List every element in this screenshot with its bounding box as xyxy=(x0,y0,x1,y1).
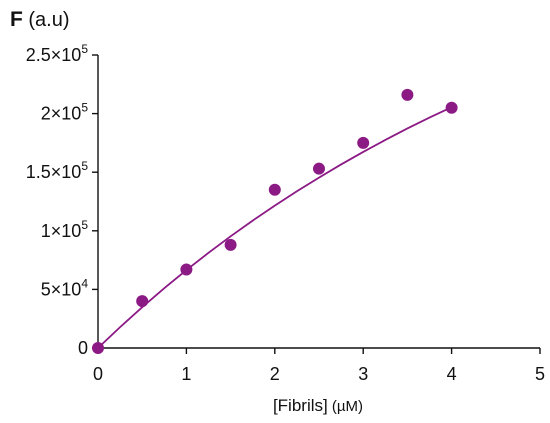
x-tick-label: 5 xyxy=(535,364,545,384)
y-tick-mantissa: 1.5×10 xyxy=(26,162,82,182)
x-tick-label: 4 xyxy=(447,364,457,384)
y-tick-label: 5×104 xyxy=(41,276,89,299)
x-tick-label: 0 xyxy=(93,364,103,384)
x-tick-label: 3 xyxy=(358,364,368,384)
svg-text:[Fibrils] (µM): [Fibrils] (µM) xyxy=(273,396,363,415)
y-tick-exponent: 5 xyxy=(81,42,88,56)
x-tick-label: 1 xyxy=(181,364,191,384)
y-tick-mantissa: 0 xyxy=(78,338,88,358)
fit-curve xyxy=(97,106,452,349)
y-axis-title-unit: (a.u) xyxy=(23,9,70,31)
data-point xyxy=(357,136,370,149)
x-tick-label: 2 xyxy=(270,364,280,384)
y-axis-title-symbol: F xyxy=(10,8,23,31)
x-axis-ticks: 0 1 2 3 4 5 xyxy=(93,348,545,384)
x-axis-title-unit: (µM) xyxy=(328,398,363,415)
y-tick-label: 1×105 xyxy=(41,218,89,241)
y-tick-exponent: 5 xyxy=(81,159,88,173)
y-tick-mantissa: 5×10 xyxy=(41,279,82,299)
y-tick-mantissa: 2.5×10 xyxy=(26,45,82,65)
y-tick-exponent: 4 xyxy=(81,276,88,290)
data-point xyxy=(224,238,237,251)
y-tick-mantissa: 2×10 xyxy=(41,104,82,124)
x-axis-title-main: [Fibrils] xyxy=(273,396,328,415)
data-points xyxy=(92,88,458,354)
svg-text:F (a.u): F (a.u) xyxy=(10,8,70,31)
data-point xyxy=(92,342,104,354)
data-point xyxy=(268,183,281,196)
y-tick-exponent: 5 xyxy=(81,101,88,115)
data-point xyxy=(401,88,414,101)
y-tick-label: 2.5×105 xyxy=(26,42,89,65)
data-point xyxy=(313,162,325,175)
y-tick-label: 0 xyxy=(78,338,88,358)
y-axis-title: F (a.u) xyxy=(10,8,70,31)
data-point xyxy=(136,295,149,308)
x-axis-title: [Fibrils] (µM) xyxy=(273,396,363,415)
y-tick-exponent: 5 xyxy=(81,218,88,232)
y-tick-mantissa: 1×10 xyxy=(41,221,82,241)
data-point xyxy=(180,263,193,276)
y-tick-label: 1.5×105 xyxy=(26,159,89,182)
y-tick-label: 2×105 xyxy=(41,101,89,124)
data-point xyxy=(445,101,458,114)
